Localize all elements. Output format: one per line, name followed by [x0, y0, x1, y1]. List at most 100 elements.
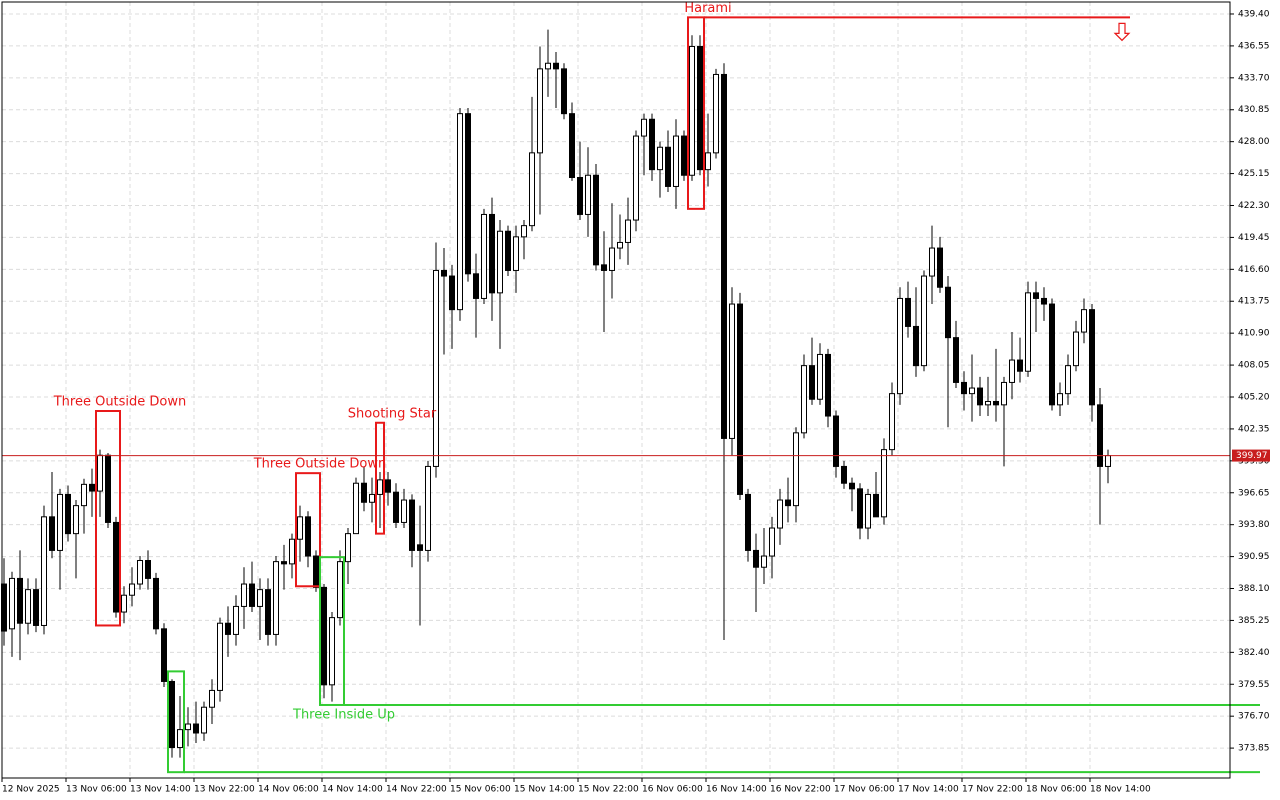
candle-body [865, 493, 871, 529]
candle-body [593, 174, 599, 266]
x-tick-label: 17 Nov 14:00 [898, 785, 959, 795]
candle-body [753, 549, 759, 568]
y-tick-label: 396.65 [1238, 488, 1270, 498]
candle-body [857, 488, 863, 529]
candle-body [401, 499, 407, 523]
candle-body [121, 594, 127, 613]
candle-body [1089, 309, 1095, 406]
candle-body [257, 589, 263, 607]
candle-body [185, 723, 191, 731]
y-tick-label: 405.20 [1238, 392, 1270, 402]
y-tick-label: 390.95 [1238, 552, 1270, 562]
candle-body [913, 325, 919, 367]
y-tick-label: 419.45 [1238, 233, 1270, 243]
candle-body [633, 135, 639, 221]
y-tick-label: 436.55 [1238, 41, 1270, 51]
candle-body [41, 516, 47, 626]
candle-body [801, 365, 807, 434]
candle-body [113, 521, 119, 613]
x-tick-label: 16 Nov 06:00 [642, 785, 703, 795]
candle-body [441, 269, 447, 277]
candle-body [721, 73, 727, 439]
y-tick-label: 385.25 [1238, 616, 1270, 626]
candle-body [833, 415, 839, 467]
candle-body [1105, 455, 1111, 467]
candle-body [433, 269, 439, 467]
candle-body [473, 273, 479, 299]
x-tick-label: 13 Nov 22:00 [194, 785, 255, 795]
y-tick-label: 422.30 [1238, 201, 1270, 211]
candle-body [1001, 381, 1007, 406]
y-tick-label: 433.70 [1238, 73, 1270, 83]
candle-body [697, 45, 703, 171]
x-tick-label: 16 Nov 22:00 [770, 785, 831, 795]
candle-body [345, 533, 351, 563]
candle-body [769, 527, 775, 557]
y-tick-label: 430.85 [1238, 105, 1270, 115]
candle-body [329, 617, 335, 686]
candle-body [793, 432, 799, 507]
y-tick-label: 388.10 [1238, 584, 1270, 594]
candle-body [489, 213, 495, 294]
candle-body [777, 499, 783, 529]
candle-body [17, 577, 23, 624]
candle-body [281, 561, 287, 565]
y-tick-label: 408.05 [1238, 361, 1270, 371]
candle-body [817, 353, 823, 400]
candle-body [57, 493, 63, 551]
candle-body [1049, 303, 1055, 406]
candle-body [369, 493, 375, 503]
x-tick-label: 13 Nov 14:00 [130, 785, 191, 795]
candle-body [825, 353, 831, 417]
candle-body [745, 493, 751, 551]
candle-body [465, 113, 471, 275]
candle-body [201, 706, 207, 734]
pattern-box [167, 670, 185, 774]
candle-body [337, 561, 343, 619]
candle-body [169, 680, 175, 749]
candle-body [561, 68, 567, 115]
y-tick-label: 428.00 [1238, 137, 1270, 147]
candle-body [313, 555, 319, 588]
candle-body [49, 516, 55, 551]
candle-body [625, 219, 631, 243]
pattern-box [687, 16, 705, 210]
y-tick-label: 393.80 [1238, 520, 1270, 530]
candle-body [513, 236, 519, 271]
candle-body [393, 491, 399, 523]
candle-body [289, 538, 295, 565]
x-tick-label: 14 Nov 14:00 [322, 785, 383, 795]
pattern-box [295, 472, 321, 588]
candle-body [137, 560, 143, 585]
candle-body [673, 135, 679, 187]
candle-body [217, 622, 223, 691]
candle-body [321, 586, 327, 686]
price-tag-label: 399.97 [1236, 451, 1268, 461]
x-tick-label: 15 Nov 22:00 [578, 785, 639, 795]
x-tick-label: 13 Nov 06:00 [66, 785, 127, 795]
candle-body [537, 68, 543, 154]
candle-body [729, 303, 735, 439]
x-tick-label: 16 Nov 14:00 [706, 785, 767, 795]
candle-body [681, 135, 687, 176]
candle-body [129, 583, 135, 596]
candle-body [993, 400, 999, 406]
candle-body [977, 387, 983, 406]
candle-body [929, 247, 935, 277]
candle-body [225, 622, 231, 635]
candle-body [577, 176, 583, 215]
candle-body [569, 113, 575, 178]
candle-body [945, 286, 951, 339]
candle-body [481, 213, 487, 299]
y-tick-label: 373.85 [1238, 744, 1270, 754]
candle-body [601, 264, 607, 271]
candle-body [1009, 359, 1015, 383]
x-tick-label: 17 Nov 06:00 [834, 785, 895, 795]
candle-body [641, 118, 647, 137]
x-tick-label: 15 Nov 14:00 [514, 785, 575, 795]
candle-body [545, 62, 551, 70]
candle-body [449, 275, 455, 311]
candle-body [713, 73, 719, 154]
